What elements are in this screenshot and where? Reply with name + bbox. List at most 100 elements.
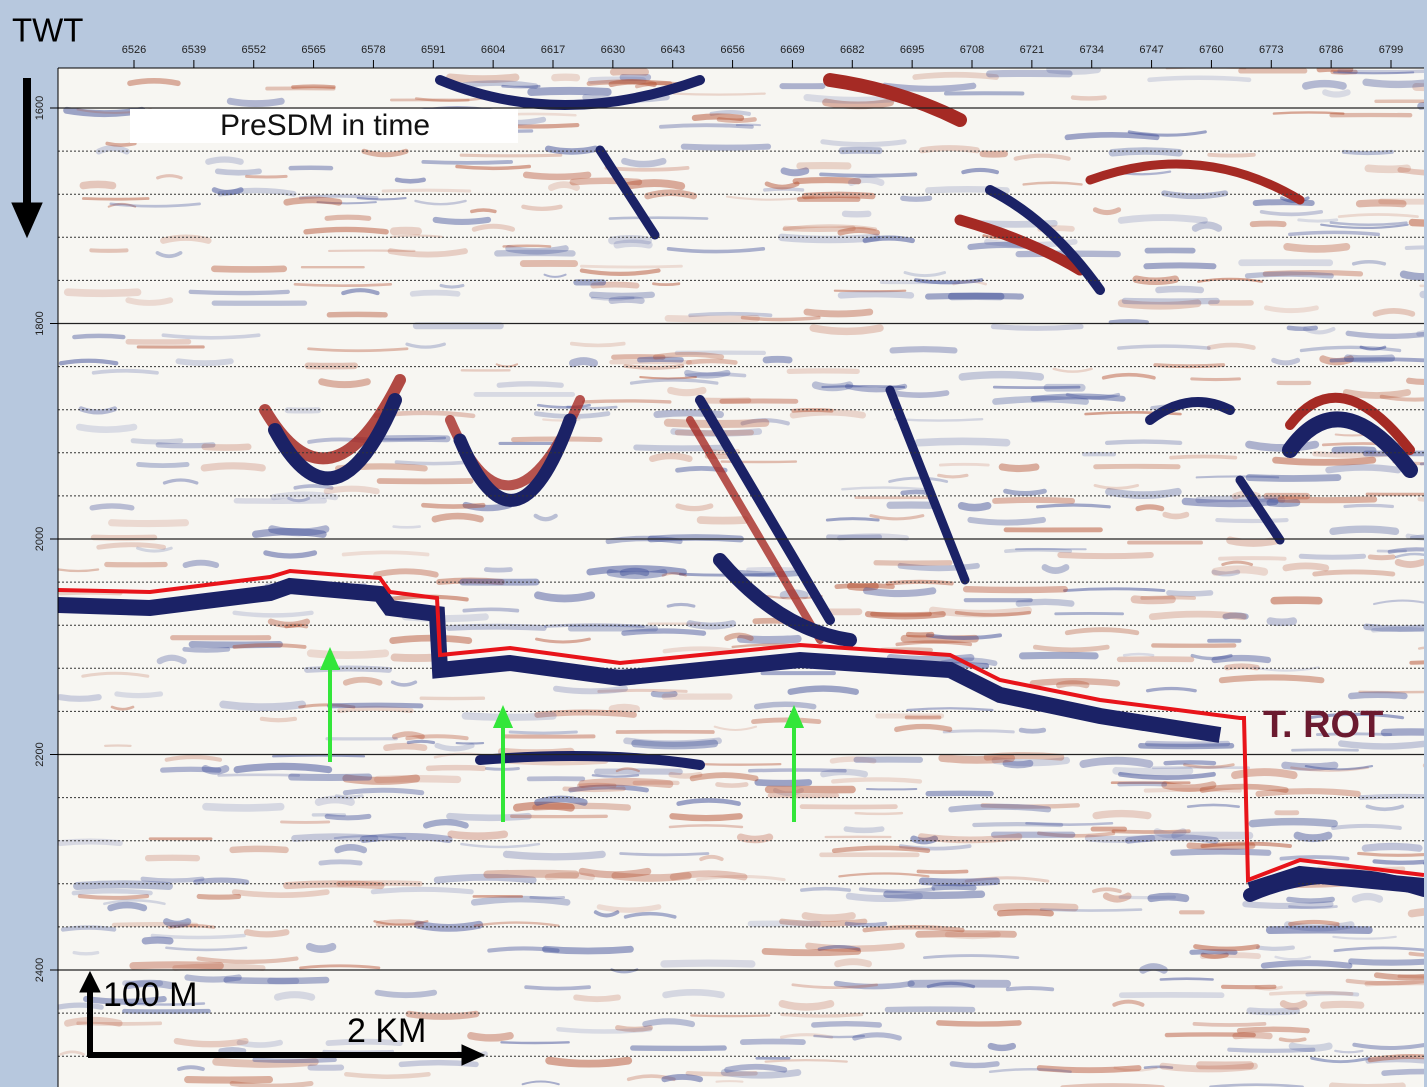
texture-stroke	[1281, 857, 1347, 859]
texture-stroke	[376, 571, 436, 574]
x-tick-label: 6721	[1020, 44, 1044, 56]
texture-stroke	[668, 318, 757, 319]
texture-stroke	[1073, 98, 1105, 99]
texture-stroke	[1315, 572, 1393, 574]
texture-stroke	[177, 1041, 246, 1044]
texture-stroke	[1116, 771, 1189, 772]
texture-stroke	[60, 842, 119, 844]
texture-stroke	[392, 236, 441, 237]
texture-stroke	[1109, 492, 1178, 495]
texture-stroke	[423, 505, 483, 506]
texture-stroke	[138, 464, 187, 465]
x-tick-label: 6656	[720, 44, 744, 56]
texture-stroke	[306, 229, 386, 231]
texture-stroke	[672, 816, 739, 818]
texture-stroke	[695, 116, 741, 117]
x-tick-label: 6695	[900, 44, 924, 56]
x-tick-label: 6539	[182, 44, 206, 56]
texture-stroke	[394, 527, 420, 528]
texture-stroke	[1306, 84, 1343, 86]
texture-stroke	[311, 653, 385, 655]
texture-stroke	[693, 775, 756, 778]
texture-stroke	[791, 689, 856, 692]
texture-stroke	[621, 853, 708, 854]
texture-stroke	[1359, 853, 1427, 855]
texture-stroke	[867, 591, 933, 594]
texture-stroke	[234, 645, 304, 647]
x-tick-label: 6669	[780, 44, 804, 56]
texture-stroke	[814, 1024, 879, 1025]
texture-stroke	[1165, 785, 1213, 788]
texture-stroke	[178, 361, 230, 363]
texture-stroke	[610, 218, 707, 219]
texture-stroke	[851, 180, 881, 183]
texture-stroke	[757, 704, 814, 706]
texture-stroke	[344, 552, 428, 554]
texture-stroke	[185, 649, 228, 650]
texture-stroke	[748, 569, 796, 570]
texture-stroke	[551, 185, 576, 188]
texture-stroke	[678, 506, 711, 509]
texture-stroke	[1006, 491, 1045, 493]
texture-stroke	[1021, 730, 1043, 731]
texture-stroke	[236, 501, 324, 502]
texture-stroke	[218, 171, 259, 172]
texture-stroke	[321, 862, 360, 863]
texture-stroke	[386, 746, 424, 748]
texture-stroke	[1252, 822, 1334, 824]
texture-stroke	[784, 171, 806, 173]
horizon-label: T. ROT	[1263, 704, 1383, 746]
texture-stroke	[1019, 602, 1071, 604]
texture-stroke	[1215, 569, 1264, 571]
texture-stroke	[1220, 558, 1284, 559]
texture-stroke	[900, 566, 977, 569]
texture-stroke	[1264, 963, 1350, 966]
texture-stroke	[673, 874, 744, 877]
texture-stroke	[1171, 456, 1235, 457]
texture-stroke	[1150, 78, 1249, 80]
texture-stroke	[1095, 210, 1118, 213]
texture-stroke	[1035, 647, 1107, 650]
texture-stroke	[1249, 445, 1315, 448]
texture-stroke	[395, 657, 438, 658]
texture-stroke	[1404, 274, 1427, 277]
texture-stroke	[895, 419, 982, 420]
texture-stroke	[1045, 567, 1066, 570]
texture-stroke	[1344, 152, 1392, 153]
texture-stroke	[1166, 762, 1214, 763]
x-tick-label: 6708	[960, 44, 984, 56]
texture-stroke	[262, 719, 295, 720]
texture-stroke	[295, 284, 391, 285]
texture-stroke	[295, 486, 331, 488]
texture-stroke	[582, 782, 669, 784]
texture-stroke	[235, 613, 312, 616]
texture-stroke	[1022, 655, 1095, 656]
texture-stroke	[83, 184, 112, 185]
texture-stroke	[584, 401, 670, 402]
texture-stroke	[1217, 520, 1286, 521]
texture-stroke	[1253, 224, 1284, 225]
texture-stroke	[1258, 948, 1293, 949]
texture-stroke	[471, 1036, 510, 1038]
texture-stroke	[145, 940, 170, 941]
texture-stroke	[823, 142, 904, 145]
texture-stroke	[1407, 247, 1427, 248]
texture-stroke	[223, 704, 302, 707]
texture-stroke	[255, 1060, 335, 1061]
texture-stroke	[1366, 82, 1427, 84]
texture-stroke	[612, 707, 636, 708]
texture-stroke	[793, 412, 863, 415]
texture-stroke	[1196, 947, 1258, 950]
texture-stroke	[1324, 1004, 1361, 1005]
texture-stroke	[1292, 1046, 1329, 1048]
texture-stroke	[565, 789, 624, 790]
texture-stroke	[691, 1015, 769, 1016]
texture-stroke	[851, 586, 876, 587]
texture-stroke	[636, 447, 729, 448]
texture-stroke	[523, 207, 560, 209]
texture-stroke	[1334, 72, 1413, 73]
texture-stroke	[1271, 992, 1352, 994]
texture-stroke	[1249, 478, 1338, 479]
texture-stroke	[861, 889, 934, 891]
texture-stroke	[1288, 925, 1352, 928]
